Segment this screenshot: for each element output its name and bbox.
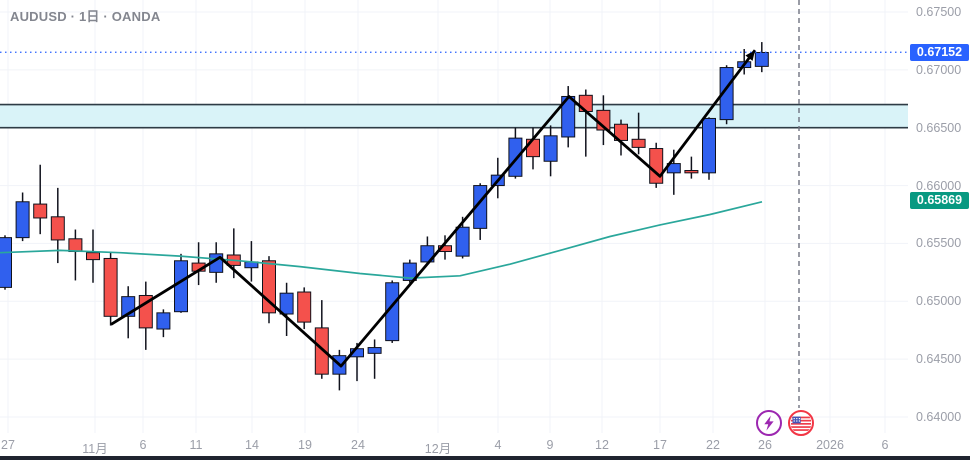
time-tick-2026: 2026: [816, 438, 844, 452]
time-tick-12月: 12月: [424, 442, 452, 456]
lightning-icon: [756, 410, 782, 436]
candle-12-04: [490, 157, 505, 199]
time-tick-27: 27: [1, 438, 15, 452]
price-tick-0.66000: 0.66000: [916, 178, 962, 193]
bottom-panel-divider: [0, 456, 970, 460]
candle-11-21: [332, 349, 347, 391]
supply-zone[interactable]: [0, 103, 908, 129]
candle-10-30: [50, 187, 65, 264]
time-tick-11月: 11月: [82, 442, 108, 456]
candle-12-17: [649, 142, 664, 188]
candles: [0, 42, 769, 391]
ma-price-badge: 0.65869: [910, 192, 969, 210]
trendline[interactable]: [110, 49, 757, 368]
last-price-badge: 0.67152: [910, 43, 969, 61]
candle-12-23: [719, 65, 734, 125]
candle-11-25: [367, 339, 382, 379]
time-axis[interactable]: 27 11月 6 11 14 19 24 12月 4 9 12 17 22 26 2026 6: [0, 433, 908, 456]
candle-11-18: [279, 282, 294, 336]
time-tick-11: 11: [189, 438, 203, 452]
candle-10-27: [0, 235, 12, 290]
price-tick-0.64000: 0.64000: [916, 409, 962, 424]
time-tick-22: 22: [706, 438, 720, 452]
candle-11-06: [138, 281, 153, 350]
price-tick-0.67500: 0.67500: [916, 4, 962, 19]
candle-12-01: [438, 235, 452, 260]
price-tick-0.67000: 0.67000: [916, 62, 962, 77]
candle-11-19: [297, 287, 312, 330]
quick-trade-button[interactable]: [755, 409, 783, 437]
time-tick-9: 9: [546, 438, 554, 452]
time-tick-19: 19: [298, 438, 312, 452]
economic-event-button[interactable]: [787, 409, 815, 437]
time-tick-12: 12: [595, 438, 609, 452]
candle-12-02: [455, 216, 470, 259]
candle-12-22: [702, 117, 716, 180]
candle-11-17: [262, 256, 276, 324]
candle-12-19: [684, 156, 699, 179]
candle-11-28: [420, 236, 435, 264]
symbol-title: AUDUSD · 1日 · OANDA: [10, 9, 161, 24]
candle-11-03: [86, 229, 100, 283]
trendline-arrowhead: [745, 50, 755, 61]
candle-12-12: [596, 95, 611, 146]
price-tick-0.66500: 0.66500: [916, 120, 962, 135]
time-tick-26: 26: [758, 438, 772, 452]
candle-12-16: [631, 112, 646, 155]
time-tick-24: 24: [351, 438, 365, 452]
candle-10-28: [15, 192, 30, 242]
grid: [0, 0, 908, 433]
time-tick-6: 6: [139, 438, 147, 452]
candle-11-07: [156, 309, 171, 338]
us-flag-icon: [788, 410, 814, 436]
candle-12-10: [561, 86, 576, 148]
candle-11-20: [314, 300, 329, 379]
price-tick-0.64500: 0.64500: [916, 352, 962, 367]
price-axis[interactable]: 0.67152 0.65869 0.67500 0.67000 0.66500 0.6…: [908, 0, 970, 433]
candle-11-11: [191, 242, 206, 286]
time-tick-17: 17: [653, 438, 667, 452]
candle-10-31: [68, 229, 83, 281]
candle-12-03: [473, 183, 488, 240]
time-tick-6: 6: [881, 438, 889, 452]
candle-10-29: [33, 164, 48, 235]
time-tick-4: 4: [494, 438, 502, 452]
time-tick-14: 14: [245, 438, 259, 452]
candle-12-09: [543, 125, 558, 177]
price-tick-0.65500: 0.65500: [916, 236, 962, 251]
price-tick-0.65000: 0.65000: [916, 294, 962, 309]
ma-line: [0, 200, 763, 279]
candle-12-05: [508, 127, 523, 179]
candle-11-04: [103, 252, 118, 326]
candle-12-26: [754, 42, 769, 73]
candle-12-15: [614, 119, 628, 156]
